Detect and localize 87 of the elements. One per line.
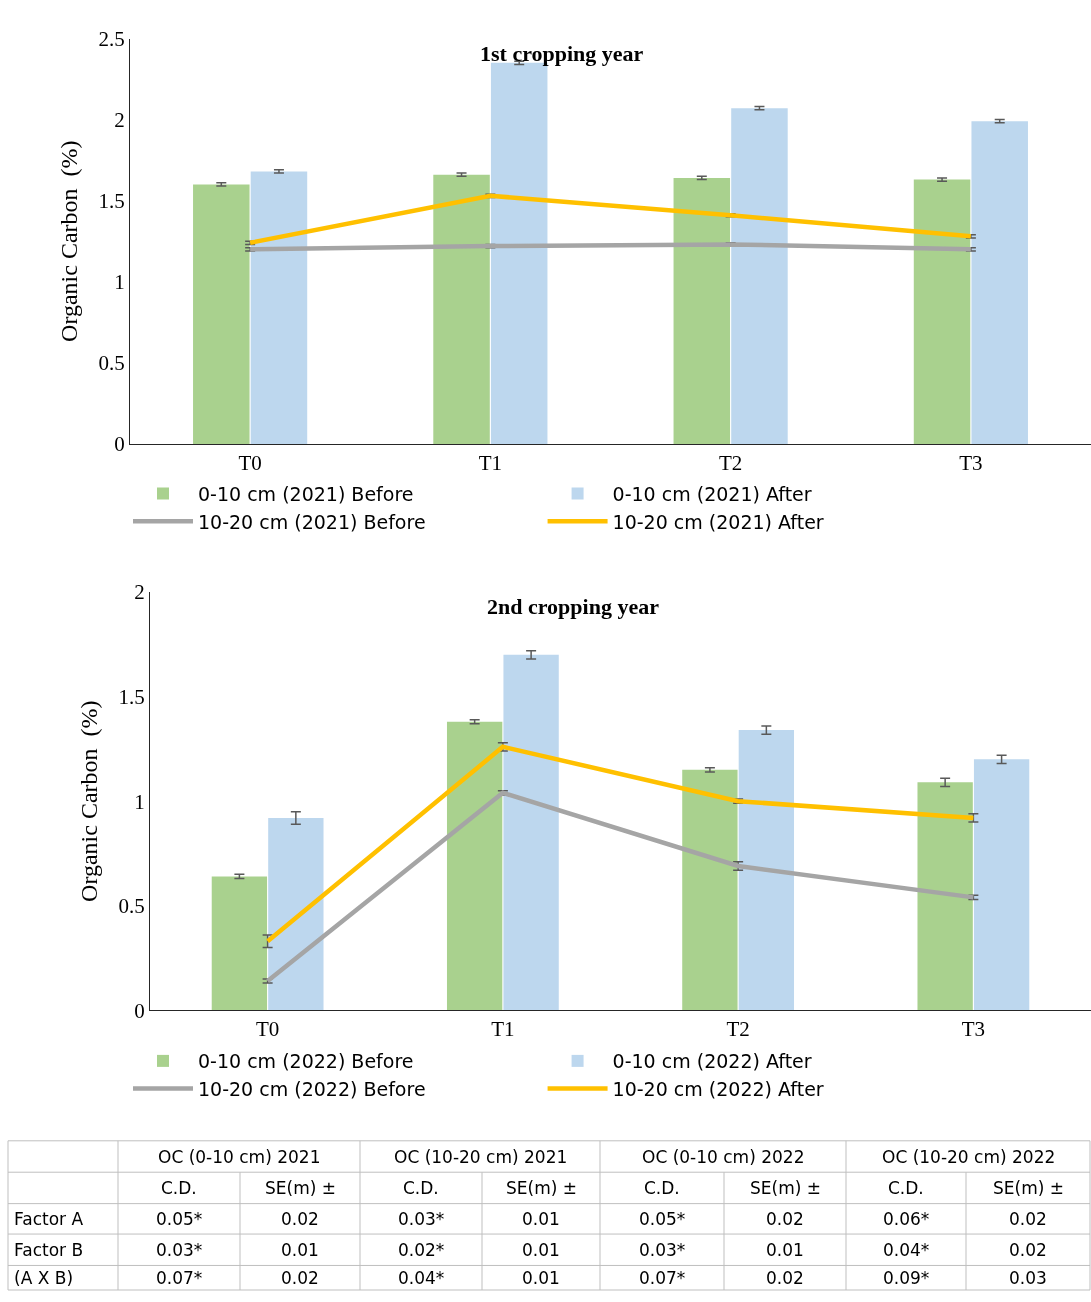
bar — [913, 179, 971, 444]
text: OC (0-10 cm) 2021 — [158, 1147, 321, 1167]
y-tick-label: 0 — [134, 998, 145, 1023]
y-tick-label: 0.5 — [118, 894, 145, 919]
bar — [433, 174, 490, 444]
bar — [673, 177, 731, 444]
line-series — [265, 790, 976, 984]
text: SE(m) ± — [993, 1178, 1065, 1198]
y-axis-title: Organic Carbon (%) — [55, 140, 82, 342]
text: 0.09* — [883, 1268, 930, 1288]
legend-label: 0-10 cm (2021) Before — [198, 482, 414, 505]
text: SE(m) ± — [506, 1178, 578, 1198]
bar — [250, 171, 308, 444]
text: Factor A — [14, 1209, 84, 1229]
x-tick-label: T1 — [478, 451, 503, 476]
text: 0.04* — [398, 1268, 445, 1288]
x-tick-label: T1 — [491, 1017, 515, 1042]
y-tick-label: 2 — [114, 107, 125, 132]
y-tick-label: 1.5 — [118, 685, 145, 709]
bar — [268, 817, 324, 1011]
y-tick-label: 1 — [134, 789, 145, 814]
text: 0.02 — [766, 1209, 804, 1229]
text: OC (10-20 cm) 2021 — [394, 1147, 568, 1167]
legend-label: 10-20 cm (2022) Before — [198, 1078, 426, 1100]
text: 0.01 — [522, 1209, 560, 1229]
text: 0.02 — [1009, 1240, 1047, 1260]
x-tick-label: T3 — [961, 1017, 986, 1042]
y-tick-label: 1 — [114, 270, 125, 295]
text: 0.02 — [281, 1268, 319, 1288]
y-tick-label: 0.5 — [98, 351, 125, 376]
y-tick-label: 0 — [114, 432, 125, 457]
text: 0.03 — [1009, 1268, 1047, 1288]
x-tick-label: T0 — [238, 451, 262, 476]
text: OC (0-10 cm) 2022 — [642, 1147, 805, 1167]
text: 0.03* — [398, 1209, 445, 1229]
text: C.D. — [161, 1178, 197, 1198]
text: C.D. — [403, 1178, 439, 1198]
x-tick-label: T2 — [718, 451, 743, 476]
x-tick-label: T2 — [726, 1017, 750, 1042]
text: 0.02 — [1009, 1209, 1047, 1229]
text: 0.05* — [156, 1209, 203, 1229]
bar — [973, 759, 1030, 1011]
text: 0.01 — [766, 1240, 804, 1260]
text: 0.04* — [883, 1240, 930, 1260]
bar — [682, 769, 738, 1011]
text: C.D. — [644, 1178, 680, 1198]
bar — [446, 721, 503, 1011]
bar — [211, 876, 268, 1011]
chart-title: 2nd cropping year — [487, 594, 660, 619]
text: 0.07* — [639, 1268, 686, 1288]
legend-label: 10-20 cm (2021) After — [612, 510, 824, 533]
text: 0.02 — [281, 1209, 319, 1229]
text: SE(m) ± — [265, 1178, 337, 1198]
bar — [738, 730, 795, 1011]
text: 0.02* — [398, 1240, 445, 1260]
y-axis-title: Organic Carbon (%) — [75, 700, 102, 902]
line-series — [247, 193, 974, 246]
text: SE(m) ± — [750, 1178, 822, 1198]
bar — [503, 654, 559, 1011]
text: 0.03* — [639, 1240, 686, 1260]
text: 0.01 — [522, 1268, 560, 1288]
y-tick-label: 2.5 — [98, 26, 125, 51]
text: (A X B) — [14, 1268, 74, 1288]
x-tick-label: T0 — [255, 1017, 280, 1042]
legend-label: 10-20 cm (2021) Before — [198, 510, 426, 533]
text: 0.02 — [766, 1268, 804, 1288]
legend-label: 0-10 cm (2022) Before — [198, 1050, 414, 1073]
legend-label: 10-20 cm (2022) After — [612, 1078, 824, 1100]
text: 0.06* — [883, 1209, 930, 1229]
text: 0.07* — [156, 1268, 203, 1288]
bar — [971, 121, 1028, 444]
legend-label: 0-10 cm (2022) After — [612, 1050, 812, 1073]
text: C.D. — [888, 1178, 924, 1198]
text: OC (10-20 cm) 2022 — [882, 1147, 1056, 1167]
legend-label: 0-10 cm (2021) After — [612, 482, 812, 505]
text: 0.01 — [281, 1240, 319, 1260]
bar — [731, 108, 788, 444]
y-tick-label: 1.5 — [98, 189, 125, 213]
bar — [193, 184, 250, 444]
chart-title: 1st cropping year — [480, 41, 644, 66]
text: 0.01 — [522, 1240, 560, 1260]
text: Factor B — [14, 1240, 84, 1260]
bar — [917, 782, 973, 1011]
y-tick-label: 2 — [134, 580, 145, 605]
text: 0.05* — [639, 1209, 686, 1229]
x-tick-label: T3 — [959, 451, 983, 476]
text: 0.03* — [156, 1240, 203, 1260]
